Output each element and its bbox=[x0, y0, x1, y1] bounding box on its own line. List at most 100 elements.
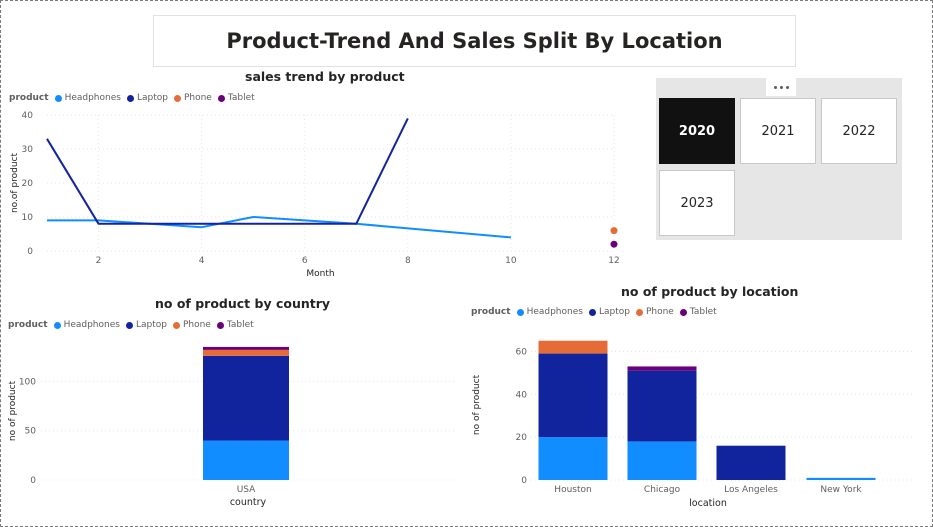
x-tick-label: 4 bbox=[199, 256, 205, 266]
legend-item-phone[interactable]: Phone bbox=[173, 93, 212, 103]
legend-label: Headphones bbox=[526, 307, 583, 317]
legend-marker bbox=[516, 308, 524, 316]
legend-item-headphones[interactable]: Headphones bbox=[54, 93, 121, 103]
y-tick-label: 10 bbox=[22, 213, 34, 223]
x-tick-label: 12 bbox=[608, 256, 619, 266]
legend-label: Laptop bbox=[598, 307, 630, 317]
x-tick-label: 6 bbox=[302, 256, 308, 266]
y-tick-label: 0 bbox=[27, 247, 33, 257]
legend-marker bbox=[172, 321, 180, 329]
legend-label: Laptop bbox=[135, 320, 167, 330]
country-chart-title: no of product by country bbox=[155, 296, 331, 311]
legend-item-laptop[interactable]: Laptop bbox=[588, 307, 630, 317]
x-tick-label: 10 bbox=[505, 256, 517, 266]
legend-marker bbox=[217, 94, 225, 102]
bar-chicago-headphones bbox=[627, 441, 697, 480]
legend-item-phone[interactable]: Phone bbox=[172, 320, 211, 330]
point-tablet bbox=[610, 240, 618, 248]
x-tick-label: New York bbox=[820, 485, 862, 495]
line-chart-title: sales trend by product bbox=[245, 69, 405, 84]
x-tick-label: 8 bbox=[405, 256, 411, 266]
year-tile-2020[interactable]: 2020 bbox=[659, 98, 735, 164]
y-axis-title: no of product bbox=[8, 380, 18, 441]
bar-houston-headphones bbox=[538, 437, 608, 480]
y-tick-label: 20 bbox=[22, 179, 34, 189]
x-tick-label: Houston bbox=[554, 485, 591, 495]
legend-item-headphones[interactable]: Headphones bbox=[53, 320, 120, 330]
year-tile-2023[interactable]: 2023 bbox=[659, 170, 735, 236]
legend-item-headphones[interactable]: Headphones bbox=[516, 307, 583, 317]
legend-label: Phone bbox=[182, 320, 211, 330]
x-tick-label: Los Angeles bbox=[724, 485, 778, 495]
legend-label: Tablet bbox=[689, 307, 717, 317]
legend-marker bbox=[216, 321, 224, 329]
more-options-icon[interactable] bbox=[766, 78, 796, 96]
legend-label: Tablet bbox=[226, 320, 254, 330]
bar-chicago-tablet bbox=[627, 366, 697, 371]
legend-item-tablet[interactable]: Tablet bbox=[679, 307, 717, 317]
y-tick-label: 40 bbox=[22, 111, 34, 121]
y-tick-label: 20 bbox=[516, 433, 528, 443]
y-tick-label: 30 bbox=[22, 145, 34, 155]
legend-title: product bbox=[8, 320, 48, 330]
legend-label: Tablet bbox=[227, 93, 255, 103]
year-tile-2022[interactable]: 2022 bbox=[821, 98, 897, 164]
x-tick-label: USA bbox=[237, 485, 256, 495]
legend-item-tablet[interactable]: Tablet bbox=[216, 320, 254, 330]
legend-marker bbox=[173, 94, 181, 102]
legend-label: Headphones bbox=[64, 93, 121, 103]
line-chart[interactable]: 0 10 20 30 40 2 4 6 8 10 12 Month no.of product bbox=[1, 1, 933, 301]
legend-marker bbox=[126, 94, 134, 102]
legend-item-phone[interactable]: Phone bbox=[635, 307, 674, 317]
legend-marker bbox=[53, 321, 61, 329]
line-chart-legend[interactable]: product Headphones Laptop Phone Tablet bbox=[9, 93, 261, 103]
point-phone bbox=[610, 227, 618, 235]
legend-item-laptop[interactable]: Laptop bbox=[126, 93, 168, 103]
location-chart-legend[interactable]: product Headphones Laptop Phone Tablet bbox=[471, 307, 723, 317]
y-axis-title: no.of product bbox=[10, 153, 20, 214]
line-laptop bbox=[46, 117, 409, 225]
country-chart-legend[interactable]: product Headphones Laptop Phone Tablet bbox=[8, 320, 260, 330]
year-tile-2021[interactable]: 2021 bbox=[740, 98, 816, 164]
y-axis-title: no of product bbox=[472, 374, 482, 435]
y-tick-label: 100 bbox=[19, 377, 36, 387]
bar-los-angeles-laptop bbox=[716, 445, 786, 480]
legend-label: Headphones bbox=[63, 320, 120, 330]
bar-usa-tablet bbox=[203, 346, 289, 350]
y-tick-label: 0 bbox=[30, 476, 36, 486]
y-tick-label: 50 bbox=[25, 427, 37, 437]
page-title: Product-Trend And Sales Split By Locatio… bbox=[226, 29, 723, 53]
bar-usa-headphones bbox=[203, 440, 289, 480]
bar-chicago-laptop bbox=[627, 370, 697, 442]
legend-item-tablet[interactable]: Tablet bbox=[217, 93, 255, 103]
bar-new-york-headphones bbox=[806, 477, 876, 480]
bar-usa-phone bbox=[203, 349, 289, 356]
bar-houston-laptop bbox=[538, 353, 608, 438]
legend-marker bbox=[54, 94, 62, 102]
location-chart-title: no of product by location bbox=[621, 284, 799, 299]
legend-label: Phone bbox=[645, 307, 674, 317]
page-title-box: Product-Trend And Sales Split By Locatio… bbox=[153, 15, 796, 67]
y-tick-label: 0 bbox=[521, 476, 527, 486]
legend-marker bbox=[588, 308, 596, 316]
x-axis-title: Month bbox=[306, 269, 334, 279]
legend-label: Phone bbox=[183, 93, 212, 103]
legend-title: product bbox=[471, 307, 511, 317]
y-tick-label: 60 bbox=[516, 347, 528, 357]
legend-marker bbox=[125, 321, 133, 329]
legend-label: Laptop bbox=[136, 93, 168, 103]
x-axis-title: country bbox=[230, 497, 267, 508]
legend-marker bbox=[635, 308, 643, 316]
bar-houston-phone bbox=[538, 340, 608, 354]
legend-title: product bbox=[9, 93, 49, 103]
legend-marker bbox=[679, 308, 687, 316]
legend-item-laptop[interactable]: Laptop bbox=[125, 320, 167, 330]
x-tick-label: Chicago bbox=[644, 485, 681, 495]
x-tick-label: 2 bbox=[96, 256, 102, 266]
y-tick-label: 40 bbox=[516, 390, 528, 400]
x-axis-title: location bbox=[689, 498, 727, 509]
bar-usa-laptop bbox=[203, 355, 289, 441]
